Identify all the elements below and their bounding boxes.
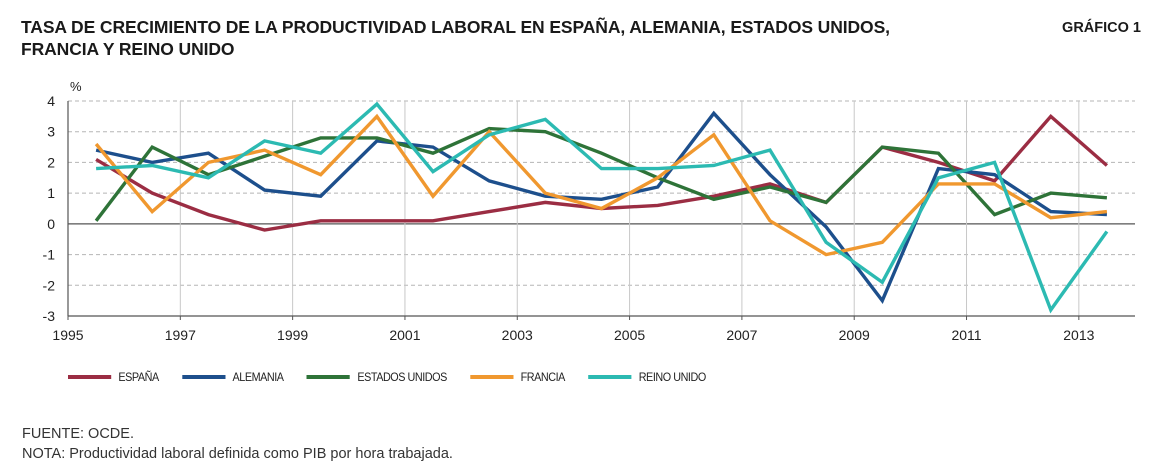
- x-tick-label: 1997: [165, 327, 196, 343]
- series-line-francia: [94, 113, 1108, 257]
- x-tick-label: 2001: [389, 327, 420, 343]
- x-tick-label: 2013: [1063, 327, 1094, 343]
- y-axis-label: %: [70, 79, 82, 94]
- chart-title: TASA DE CRECIMIENTO DE LA PRODUCTIVIDAD …: [21, 16, 981, 60]
- x-tick-label: 2005: [614, 327, 645, 343]
- grid: [68, 100, 1135, 316]
- footer: FUENTE: OCDE. NOTA: Productividad labora…: [22, 424, 453, 464]
- y-tick-label: 0: [47, 216, 55, 232]
- chart-title-line-1: TASA DE CRECIMIENTO DE LA PRODUCTIVIDAD …: [21, 17, 890, 37]
- legend-item-alemania: ALEMANIA: [182, 370, 284, 384]
- legend-label: ALEMANIA: [232, 370, 284, 384]
- legend-label: FRANCIA: [520, 370, 566, 384]
- y-tick-label: 1: [47, 185, 55, 201]
- legend-item-espana: ESPAÑA: [68, 370, 159, 384]
- legend-label: ESTADOS UNIDOS: [357, 370, 447, 384]
- legend-swatch: [182, 375, 226, 379]
- series-line-estados-unidos: [94, 126, 1108, 222]
- series-lines: [94, 101, 1109, 314]
- chart-title-line-2: FRANCIA Y REINO UNIDO: [21, 39, 235, 59]
- legend-item-francia: FRANCIA: [470, 370, 565, 384]
- y-tick-label: -3: [43, 308, 56, 324]
- legend-item-estados-unidos: ESTADOS UNIDOS: [306, 370, 447, 384]
- legend-label: REINO UNIDO: [638, 370, 707, 384]
- legend-item-reino-unido: REINO UNIDO: [588, 370, 707, 384]
- x-tick-label: 2007: [726, 327, 757, 343]
- legend-swatch: [68, 375, 112, 379]
- series-line-alemania: [95, 110, 1107, 304]
- legend-swatch: [306, 375, 351, 379]
- legend: ESPAÑA ALEMANIA ESTADOS UNIDOS FRANCIA REINO…: [68, 370, 729, 384]
- y-tick-label: -2: [43, 277, 56, 293]
- x-tick-label: 2009: [839, 327, 870, 343]
- x-tick-label: 2003: [502, 327, 533, 343]
- legend-label: ESPAÑA: [118, 370, 159, 384]
- y-tick-label: -1: [43, 247, 56, 263]
- x-tick-label: 1995: [52, 327, 83, 343]
- figure-label: GRÁFICO 1: [1062, 20, 1141, 36]
- y-tick-label: 2: [47, 154, 55, 170]
- line-chart: -3 -2 -1 0 1 2 3 4 1995 1997 1999 2001 2003 2005 2007 2…: [43, 79, 1135, 343]
- y-tick-label: 4: [47, 93, 55, 109]
- y-tick-label: 3: [47, 124, 55, 140]
- x-tick-label: 2011: [951, 327, 981, 343]
- series-line-reino-unido: [96, 101, 1109, 314]
- axes: -3 -2 -1 0 1 2 3 4 1995 1997 1999 2001 2003 2005 2007 2…: [43, 93, 1135, 343]
- x-tick-label: 1999: [277, 327, 308, 343]
- legend-swatch: [470, 375, 514, 379]
- legend-swatch: [588, 375, 632, 379]
- definition-note: NOTA: Productividad laboral definida com…: [22, 446, 453, 462]
- source-note: FUENTE: OCDE.: [22, 426, 134, 442]
